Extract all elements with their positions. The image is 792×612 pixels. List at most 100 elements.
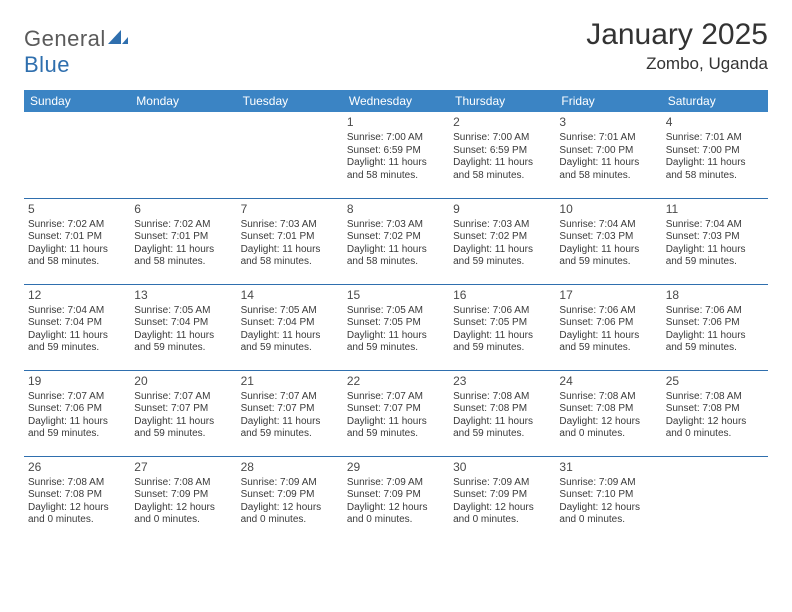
calendar-day-cell: 31Sunrise: 7:09 AMSunset: 7:10 PMDayligh… (555, 456, 661, 542)
sunrise-text: Sunrise: 7:08 AM (28, 477, 126, 490)
day-number: 8 (347, 202, 445, 217)
day-number: 29 (347, 460, 445, 475)
calendar-day-cell: 29Sunrise: 7:09 AMSunset: 7:09 PMDayligh… (343, 456, 449, 542)
daylight1-text: Daylight: 11 hours (559, 244, 657, 257)
calendar-empty-cell (237, 112, 343, 198)
daylight1-text: Daylight: 11 hours (666, 244, 764, 257)
daylight1-text: Daylight: 11 hours (347, 157, 445, 170)
daylight2-text: and 59 minutes. (666, 342, 764, 355)
calendar-day-cell: 6Sunrise: 7:02 AMSunset: 7:01 PMDaylight… (130, 198, 236, 284)
daylight1-text: Daylight: 11 hours (241, 244, 339, 257)
sunset-text: Sunset: 7:02 PM (347, 231, 445, 244)
day-number: 26 (28, 460, 126, 475)
daylight2-text: and 58 minutes. (666, 170, 764, 183)
daylight2-text: and 58 minutes. (134, 256, 232, 269)
sunset-text: Sunset: 7:06 PM (28, 403, 126, 416)
weekday-header: Tuesday (237, 90, 343, 112)
daylight2-text: and 58 minutes. (347, 170, 445, 183)
sunset-text: Sunset: 6:59 PM (347, 145, 445, 158)
daylight2-text: and 59 minutes. (559, 342, 657, 355)
daylight2-text: and 0 minutes. (559, 428, 657, 441)
sunset-text: Sunset: 7:04 PM (134, 317, 232, 330)
sunset-text: Sunset: 7:08 PM (453, 403, 551, 416)
day-number: 28 (241, 460, 339, 475)
sunset-text: Sunset: 7:04 PM (241, 317, 339, 330)
sunrise-text: Sunrise: 7:05 AM (241, 305, 339, 318)
daylight2-text: and 0 minutes. (559, 514, 657, 527)
calendar-day-cell: 27Sunrise: 7:08 AMSunset: 7:09 PMDayligh… (130, 456, 236, 542)
sunset-text: Sunset: 7:02 PM (453, 231, 551, 244)
daylight2-text: and 59 minutes. (453, 342, 551, 355)
day-number: 15 (347, 288, 445, 303)
calendar-day-cell: 28Sunrise: 7:09 AMSunset: 7:09 PMDayligh… (237, 456, 343, 542)
sunset-text: Sunset: 7:01 PM (28, 231, 126, 244)
calendar-day-cell: 17Sunrise: 7:06 AMSunset: 7:06 PMDayligh… (555, 284, 661, 370)
calendar-day-cell: 1Sunrise: 7:00 AMSunset: 6:59 PMDaylight… (343, 112, 449, 198)
daylight1-text: Daylight: 11 hours (559, 330, 657, 343)
daylight1-text: Daylight: 11 hours (347, 244, 445, 257)
calendar-day-cell: 7Sunrise: 7:03 AMSunset: 7:01 PMDaylight… (237, 198, 343, 284)
day-number: 5 (28, 202, 126, 217)
daylight2-text: and 58 minutes. (28, 256, 126, 269)
brand-blue: Blue (24, 52, 70, 77)
daylight2-text: and 59 minutes. (28, 342, 126, 355)
day-number: 17 (559, 288, 657, 303)
daylight1-text: Daylight: 11 hours (28, 244, 126, 257)
daylight2-text: and 59 minutes. (134, 428, 232, 441)
sunrise-text: Sunrise: 7:00 AM (347, 132, 445, 145)
calendar-day-cell: 11Sunrise: 7:04 AMSunset: 7:03 PMDayligh… (662, 198, 768, 284)
daylight1-text: Daylight: 11 hours (134, 330, 232, 343)
sunset-text: Sunset: 7:03 PM (559, 231, 657, 244)
daylight2-text: and 0 minutes. (28, 514, 126, 527)
sunrise-text: Sunrise: 7:03 AM (453, 219, 551, 232)
sunrise-text: Sunrise: 7:08 AM (559, 391, 657, 404)
daylight1-text: Daylight: 11 hours (453, 416, 551, 429)
daylight2-text: and 59 minutes. (241, 342, 339, 355)
day-number: 2 (453, 115, 551, 130)
calendar-day-cell: 16Sunrise: 7:06 AMSunset: 7:05 PMDayligh… (449, 284, 555, 370)
sunset-text: Sunset: 7:03 PM (666, 231, 764, 244)
daylight1-text: Daylight: 12 hours (666, 416, 764, 429)
calendar-week-row: 26Sunrise: 7:08 AMSunset: 7:08 PMDayligh… (24, 456, 768, 542)
daylight2-text: and 0 minutes. (134, 514, 232, 527)
calendar-day-cell: 12Sunrise: 7:04 AMSunset: 7:04 PMDayligh… (24, 284, 130, 370)
weekday-header: Monday (130, 90, 236, 112)
calendar-page: GeneralBlue January 2025 Zombo, Uganda S… (0, 0, 792, 552)
sunrise-text: Sunrise: 7:09 AM (453, 477, 551, 490)
brand-text: GeneralBlue (24, 24, 128, 78)
calendar-day-cell: 2 Sunrise: 7:00 AMSunset: 6:59 PMDaylight… (449, 112, 555, 198)
day-number: 22 (347, 374, 445, 389)
sunrise-text: Sunrise: 7:00 AM (453, 132, 551, 145)
sunset-text: Sunset: 7:09 PM (347, 489, 445, 502)
daylight1-text: Daylight: 11 hours (453, 157, 551, 170)
daylight1-text: Daylight: 11 hours (241, 416, 339, 429)
sunset-text: Sunset: 7:08 PM (559, 403, 657, 416)
calendar-week-row: 12Sunrise: 7:04 AMSunset: 7:04 PMDayligh… (24, 284, 768, 370)
calendar-day-cell: 24Sunrise: 7:08 AMSunset: 7:08 PMDayligh… (555, 370, 661, 456)
sunrise-text: Sunrise: 7:06 AM (453, 305, 551, 318)
daylight2-text: and 59 minutes. (134, 342, 232, 355)
day-number: 23 (453, 374, 551, 389)
sunrise-text: Sunrise: 7:01 AM (666, 132, 764, 145)
daylight1-text: Daylight: 12 hours (559, 502, 657, 515)
sunset-text: Sunset: 7:06 PM (666, 317, 764, 330)
day-number: 24 (559, 374, 657, 389)
calendar-day-cell: 19Sunrise: 7:07 AMSunset: 7:06 PMDayligh… (24, 370, 130, 456)
daylight2-text: and 59 minutes. (241, 428, 339, 441)
day-number: 10 (559, 202, 657, 217)
sunset-text: Sunset: 7:09 PM (134, 489, 232, 502)
daylight2-text: and 58 minutes. (559, 170, 657, 183)
daylight2-text: and 0 minutes. (347, 514, 445, 527)
daylight2-text: and 0 minutes. (666, 428, 764, 441)
sunset-text: Sunset: 7:06 PM (559, 317, 657, 330)
daylight1-text: Daylight: 11 hours (666, 157, 764, 170)
daylight1-text: Daylight: 11 hours (347, 330, 445, 343)
day-number: 13 (134, 288, 232, 303)
sunrise-text: Sunrise: 7:09 AM (347, 477, 445, 490)
sunset-text: Sunset: 6:59 PM (453, 145, 551, 158)
daylight1-text: Daylight: 12 hours (241, 502, 339, 515)
sunrise-text: Sunrise: 7:03 AM (347, 219, 445, 232)
daylight2-text: and 59 minutes. (28, 428, 126, 441)
sunrise-text: Sunrise: 7:07 AM (134, 391, 232, 404)
month-title: January 2025 (586, 18, 768, 52)
